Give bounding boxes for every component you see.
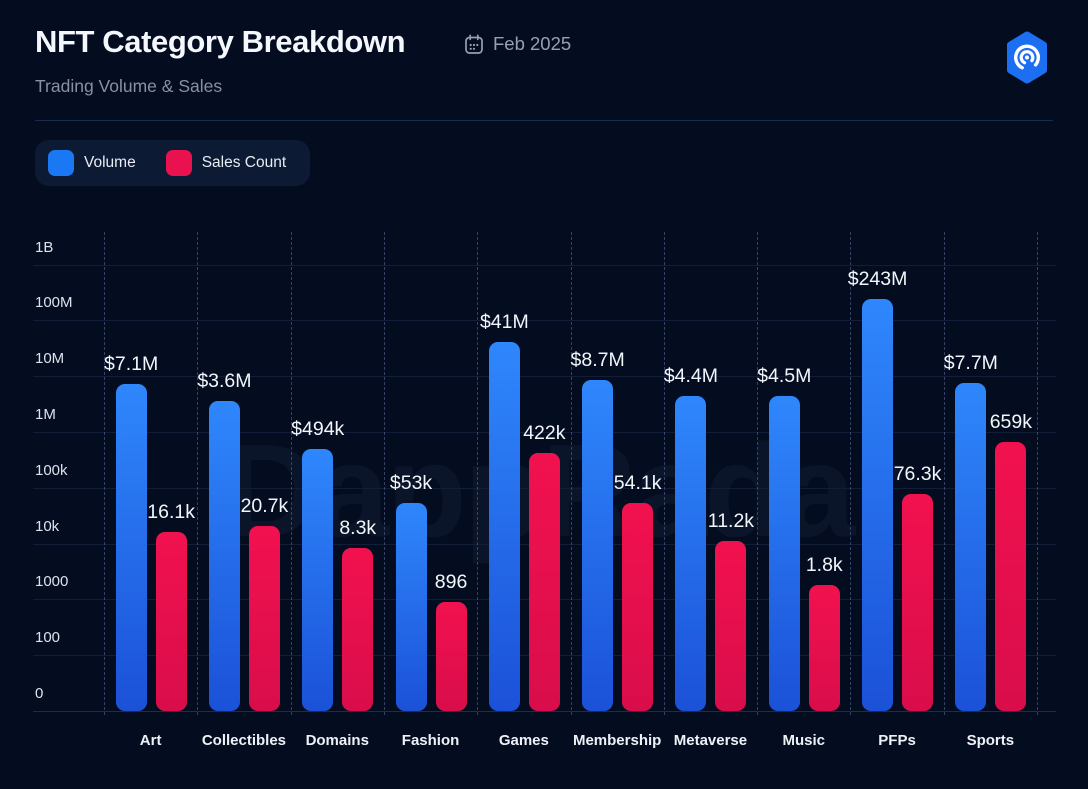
volume-bar[interactable]	[675, 396, 707, 711]
volume-bar[interactable]	[302, 449, 334, 711]
value-label: 76.3k	[893, 463, 942, 486]
sales-count-bar[interactable]	[995, 442, 1027, 711]
value-label: $53k	[389, 472, 433, 495]
value-label: 1.8k	[805, 554, 843, 577]
value-label: $8.7M	[570, 348, 625, 371]
volume-bar[interactable]	[208, 400, 240, 711]
x-axis-label: Fashion	[401, 732, 460, 749]
y-tick-label: 10k	[35, 517, 60, 535]
x-gridline	[757, 232, 759, 715]
value-label: 54.1k	[613, 471, 662, 494]
value-label: 16.1k	[147, 501, 195, 524]
y-tick-label: 0	[35, 685, 44, 702]
value-label: 8.3k	[339, 517, 377, 540]
x-axis-label: Membership	[572, 732, 662, 749]
y-tick-label: 1B	[35, 238, 54, 256]
value-label: $4.4M	[663, 365, 719, 388]
value-label: 659k	[989, 411, 1032, 434]
sales-count-bar[interactable]	[715, 540, 747, 711]
y-gridline	[33, 432, 1056, 433]
value-label: 896	[434, 571, 468, 594]
value-label: $3.6M	[197, 369, 252, 392]
x-axis-label: Domains	[305, 732, 369, 749]
date-badge: Feb 2025	[464, 33, 571, 55]
x-axis-label: Music	[782, 732, 825, 749]
x-gridline	[477, 232, 479, 715]
value-label: 20.7k	[240, 494, 289, 517]
x-gridline	[663, 232, 665, 715]
calendar-icon	[465, 34, 483, 54]
y-gridline	[33, 264, 1056, 266]
volume-bar[interactable]	[862, 298, 894, 711]
legend-label: Volume	[84, 154, 136, 171]
value-label: $4.5M	[757, 364, 812, 387]
y-tick-label: 100M	[35, 294, 73, 312]
sales-count-bar[interactable]	[808, 585, 840, 711]
x-axis-label: Sports	[966, 732, 1015, 749]
page-title: NFT Category Breakdown	[35, 24, 406, 59]
x-gridline	[1037, 232, 1038, 715]
volume-bar[interactable]	[395, 503, 427, 711]
x-gridline	[290, 232, 292, 715]
x-axis-label: Art	[139, 732, 162, 749]
volume-bar[interactable]	[582, 379, 614, 711]
value-label: 422k	[523, 421, 566, 444]
y-tick-label: 1000	[35, 573, 69, 591]
sales-count-bar[interactable]	[435, 602, 467, 711]
value-label: 11.2k	[707, 509, 755, 532]
value-label: $243M	[847, 267, 908, 290]
y-gridline	[33, 711, 1056, 712]
volume-bar[interactable]	[955, 382, 987, 711]
chart-subtitle: Trading Volume & Sales	[35, 76, 223, 96]
sales-count-swatch-icon	[165, 150, 192, 176]
volume-bar[interactable]	[115, 384, 147, 711]
y-tick-label: 10M	[35, 350, 65, 368]
x-axis-label: Collectibles	[201, 732, 287, 749]
x-gridline	[943, 232, 945, 715]
radar-icon	[1013, 44, 1041, 71]
volume-swatch-icon	[48, 150, 74, 176]
sales-count-bar[interactable]	[155, 532, 187, 711]
sales-count-bar[interactable]	[342, 548, 374, 711]
y-tick-label: 100	[35, 629, 61, 647]
legend-label: Sales Count	[201, 154, 287, 171]
x-gridline	[197, 232, 199, 715]
value-label: $7.7M	[943, 351, 998, 374]
sales-count-bar[interactable]	[528, 452, 560, 711]
y-gridline	[33, 376, 1056, 378]
value-label: $7.1M	[104, 353, 159, 376]
date-label: Feb 2025	[493, 33, 572, 54]
value-label: $41M	[479, 311, 529, 333]
legend-item-volume[interactable]: Volume	[48, 150, 136, 176]
y-tick-label: 100k	[35, 461, 68, 479]
volume-bar[interactable]	[488, 342, 520, 711]
x-axis-label: Metaverse	[673, 732, 748, 749]
x-gridline	[570, 232, 572, 715]
x-axis-label: Games	[498, 732, 549, 749]
sales-count-bar[interactable]	[248, 525, 280, 711]
sales-count-bar[interactable]	[902, 494, 934, 711]
value-label: $494k	[291, 418, 345, 441]
x-gridline	[104, 232, 105, 715]
x-gridline	[850, 232, 852, 715]
y-gridline	[33, 320, 1056, 322]
x-axis-label: PFPs	[878, 732, 916, 749]
legend-item-sales-count[interactable]: Sales Count	[165, 150, 287, 176]
x-gridline	[383, 232, 385, 715]
legend: Volume Sales Count	[35, 140, 311, 186]
volume-bar[interactable]	[768, 395, 800, 711]
dappradar-logo[interactable]	[1005, 31, 1049, 84]
y-tick-label: 1M	[35, 406, 56, 423]
sales-count-bar[interactable]	[622, 502, 654, 711]
header-divider	[35, 120, 1053, 121]
